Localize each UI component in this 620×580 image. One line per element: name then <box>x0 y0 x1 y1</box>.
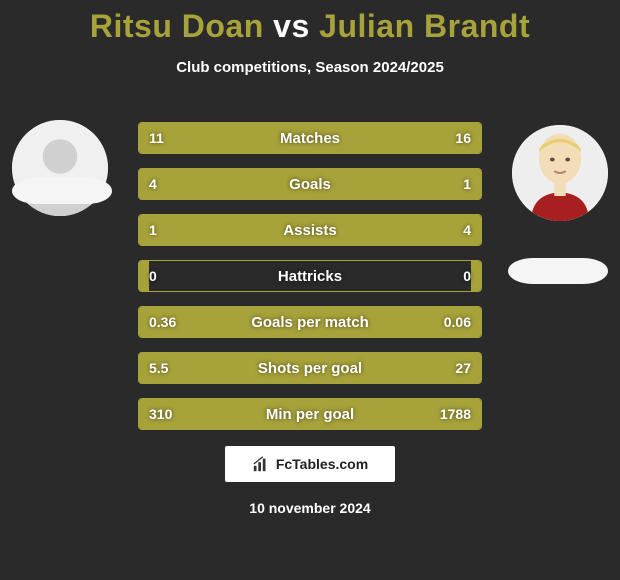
subtitle: Club competitions, Season 2024/2025 <box>0 59 620 76</box>
stat-value-left: 0 <box>149 261 157 291</box>
stat-value-left: 4 <box>149 169 157 199</box>
player2-avatar <box>512 125 608 221</box>
stat-fill-right <box>201 353 481 383</box>
stat-value-right: 16 <box>455 123 471 153</box>
stat-value-right: 1 <box>463 169 471 199</box>
title-vs: vs <box>273 8 310 44</box>
brand-text: FcTables.com <box>276 456 368 472</box>
title-player2: Julian Brandt <box>319 8 530 44</box>
stat-row: Shots per goal5.527 <box>138 352 482 384</box>
player1-flag <box>12 178 112 204</box>
comparison-title: Ritsu Doan vs Julian Brandt <box>0 0 620 45</box>
stat-row: Assists14 <box>138 214 482 246</box>
stat-value-right: 0.06 <box>444 307 471 337</box>
stats-container: Matches1116Goals41Assists14Hattricks00Go… <box>138 122 482 444</box>
stat-value-right: 0 <box>463 261 471 291</box>
stat-fill-left <box>139 307 426 337</box>
stat-row: Matches1116 <box>138 122 482 154</box>
stat-value-left: 5.5 <box>149 353 168 383</box>
stat-row: Goals per match0.360.06 <box>138 306 482 338</box>
brand-chart-icon <box>252 455 270 473</box>
stat-row: Hattricks0 0 <box>138 260 482 292</box>
brand-badge: FcTables.com <box>225 446 395 482</box>
stat-fill-right <box>471 261 481 291</box>
stat-value-left: 11 <box>149 123 164 153</box>
stat-fill-left <box>139 169 406 199</box>
stat-value-right: 1788 <box>440 399 471 429</box>
stat-row: Min per goal3101788 <box>138 398 482 430</box>
avatar-player2-icon <box>512 125 608 221</box>
stat-fill-right <box>194 399 481 429</box>
stat-value-right: 4 <box>463 215 471 245</box>
date-text: 10 november 2024 <box>0 500 620 516</box>
player2-flag <box>508 258 608 284</box>
stat-fill-left <box>139 123 310 153</box>
stat-value-right: 27 <box>455 353 471 383</box>
stat-row: Goals41 <box>138 168 482 200</box>
stat-value-left: 0.36 <box>149 307 176 337</box>
stat-fill-left <box>139 261 149 291</box>
stat-fill-right <box>214 215 481 245</box>
stat-label: Hattricks <box>139 261 481 291</box>
stat-value-left: 1 <box>149 215 157 245</box>
stat-value-left: 310 <box>149 399 172 429</box>
title-player1: Ritsu Doan <box>90 8 264 44</box>
